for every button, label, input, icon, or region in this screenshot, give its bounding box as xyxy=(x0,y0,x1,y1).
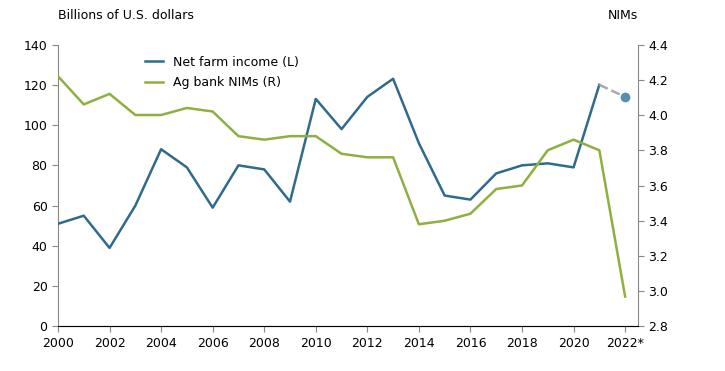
Text: Billions of U.S. dollars: Billions of U.S. dollars xyxy=(58,9,194,22)
Legend: Net farm income (L), Ag bank NIMs (R): Net farm income (L), Ag bank NIMs (R) xyxy=(140,51,304,94)
Text: NIMs: NIMs xyxy=(608,9,638,22)
